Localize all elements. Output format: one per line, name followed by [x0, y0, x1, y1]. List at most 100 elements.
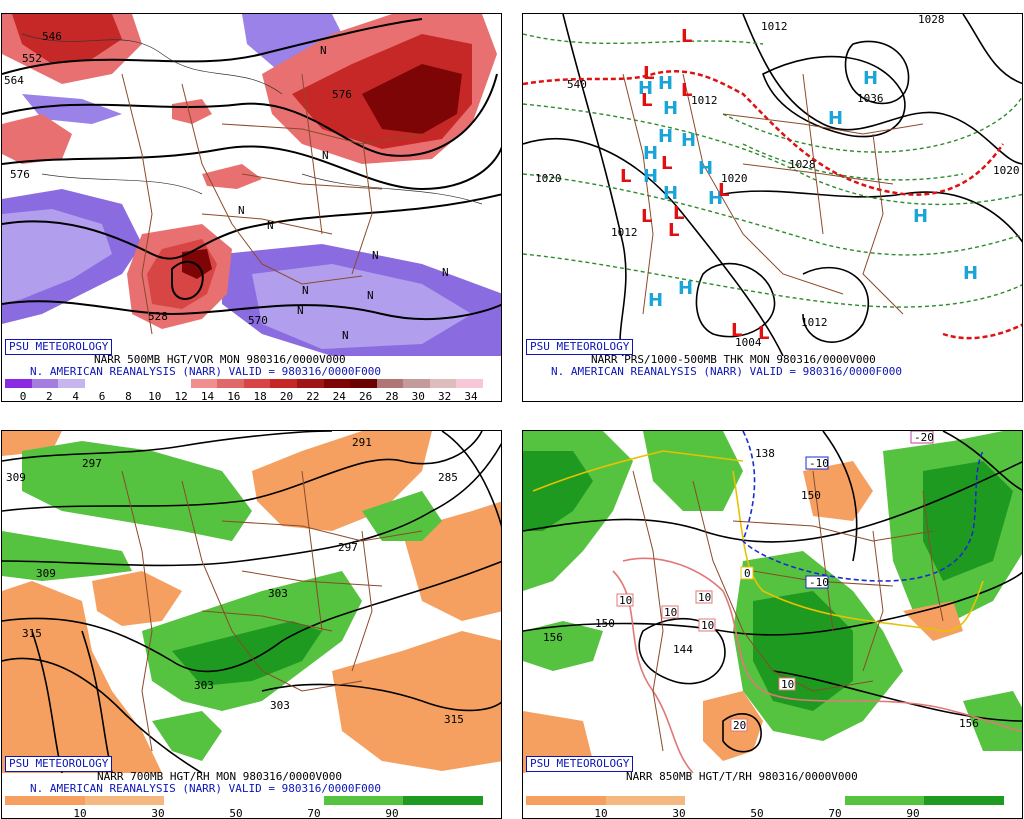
legend-tick-label: 10 — [148, 390, 162, 402]
legend-swatch — [429, 379, 457, 388]
isobar-label: 1036 — [857, 92, 884, 105]
pressure-thickness-map: 1012 1028 540 1020 1036 1028 1020 1012 1… — [523, 14, 1022, 356]
isobar-label: 1020 — [535, 172, 562, 185]
legend-swatch — [164, 379, 191, 388]
color-legend — [5, 379, 483, 388]
contour-label: 315 — [444, 713, 464, 726]
legend-tick-label: 2 — [46, 390, 53, 402]
high-pressure-symbol: H — [643, 166, 658, 187]
low-pressure-symbol: L — [681, 80, 692, 101]
svg-text:20: 20 — [733, 719, 746, 732]
contour-label: 576 — [332, 88, 352, 101]
legend-tick-label: 28 — [385, 390, 399, 402]
contour-label: 297 — [82, 457, 102, 470]
high-pressure-symbol: H — [698, 158, 713, 179]
contour-label: 309 — [36, 567, 56, 580]
isobar-label: 1012 — [611, 226, 638, 239]
high-pressure-symbol: H — [828, 108, 843, 129]
svg-text:-10: -10 — [809, 576, 829, 589]
contour-label: 150 — [801, 489, 821, 502]
legend-ticks: 10 30 50 70 90 — [5, 807, 485, 819]
legend-tick-label: 34 — [464, 390, 478, 402]
legend-tick-label: 4 — [72, 390, 80, 402]
low-pressure-symbol: L — [620, 166, 631, 187]
svg-text:10: 10 — [664, 606, 677, 619]
vorticity-min-symbol: N — [267, 219, 274, 232]
legend-swatch — [323, 796, 404, 805]
low-pressure-symbol: L — [668, 220, 679, 241]
legend-swatch — [5, 796, 85, 805]
high-pressure-symbol: H — [863, 68, 878, 89]
low-pressure-symbol: L — [643, 63, 654, 84]
legend-swatch — [270, 379, 298, 388]
caption-line-1: NARR 700MB HGT/RH MON 980316/0000V000 — [97, 770, 343, 783]
map-caption: NARR 850MB HGT/T/RH 980316/0000V000 — [626, 771, 858, 783]
isobar-label: 1004 — [735, 336, 762, 349]
svg-text:10: 10 — [698, 591, 711, 604]
psu-meteorology-label: PSU METEOROLOGY — [5, 339, 113, 355]
isobar-label: 1028 — [789, 158, 816, 171]
legend-swatch — [403, 379, 430, 388]
legend-swatch — [403, 796, 483, 805]
contour-label: 156 — [959, 717, 979, 730]
caption-line-1: NARR PRS/1000-500MB THK MON 980316/0000V… — [591, 353, 876, 366]
vorticity-min-symbol: N — [442, 266, 449, 279]
temperature-label-box: 20 — [730, 718, 748, 732]
psu-meteorology-label: PSU METEOROLOGY — [526, 756, 634, 772]
legend-swatch — [164, 796, 244, 805]
legend-swatch — [764, 796, 845, 805]
temperature-label-box: 10 — [695, 590, 713, 604]
temperature-label-box: 10 — [661, 605, 679, 619]
svg-text:10: 10 — [701, 619, 714, 632]
legend-swatch — [84, 796, 165, 805]
vorticity-min-symbol: N — [372, 249, 379, 262]
low-pressure-symbol: L — [758, 323, 769, 344]
legend-tick-label: 14 — [200, 390, 215, 402]
contour-label: 150 — [595, 617, 615, 630]
isobar-label: 1012 — [801, 316, 828, 329]
temperature-label-box: 10 — [778, 677, 796, 691]
contour-label: 309 — [6, 471, 26, 484]
map-caption: NARR 500MB HGT/VOR MON 980316/0000V000 — [94, 354, 346, 366]
contour-label: 528 — [148, 310, 168, 323]
legend-tick-label: 30 — [151, 807, 165, 819]
legend-swatch — [58, 379, 85, 388]
legend-swatch — [350, 379, 377, 388]
caption-line-1: NARR 500MB HGT/VOR MON 980316/0000V000 — [94, 353, 346, 366]
vorticity-min-symbol: N — [297, 304, 304, 317]
map-caption: NARR PRS/1000-500MB THK MON 980316/0000V… — [591, 354, 876, 366]
svg-text:-10: -10 — [809, 457, 829, 470]
high-pressure-symbol: H — [708, 188, 723, 209]
legend-swatch — [217, 379, 244, 388]
legend-swatch — [243, 379, 271, 388]
thickness-label: 540 — [567, 78, 587, 91]
legend-tick-label: 50 — [229, 807, 243, 819]
legend-tick-label: 90 — [385, 807, 399, 819]
legend-swatch — [376, 379, 404, 388]
map-caption: N. AMERICAN REANALYSIS (NARR) VALID = 98… — [551, 366, 902, 378]
legend-swatch — [5, 379, 32, 388]
high-pressure-symbol: H — [963, 263, 978, 284]
legend-ticks: 10 30 50 70 90 — [526, 807, 1006, 819]
high-pressure-symbol: H — [658, 73, 673, 94]
high-pressure-symbol: H — [648, 290, 663, 311]
contour-label: 303 — [268, 587, 288, 600]
map-caption: N. AMERICAN REANALYSIS (NARR) VALID = 98… — [30, 783, 381, 795]
contour-label: 552 — [22, 52, 42, 65]
vorticity-min-symbol: N — [302, 284, 309, 297]
contour-label: 297 — [338, 541, 358, 554]
legend-tick-label: 10 — [73, 807, 87, 819]
high-pressure-symbol: H — [681, 130, 696, 151]
temp-rh-850mb-map: 150 156 144 150 156 138 -10 -10 -20 0 10… — [523, 431, 1022, 773]
temperature-label-box: -10 — [805, 456, 829, 470]
high-pressure-symbol: H — [678, 278, 693, 299]
psu-meteorology-label: PSU METEOROLOGY — [526, 339, 634, 355]
contour-label: 303 — [194, 679, 214, 692]
svg-text:-20: -20 — [914, 431, 934, 444]
map-caption: NARR 700MB HGT/RH MON 980316/0000V000 — [97, 771, 342, 783]
temperature-label-box: 10 — [616, 593, 634, 607]
legend-tick-label: 0 — [19, 390, 27, 402]
legend-tick-label: 10 — [594, 807, 608, 819]
contour-label: 576 — [10, 168, 30, 181]
color-legend — [5, 796, 483, 805]
